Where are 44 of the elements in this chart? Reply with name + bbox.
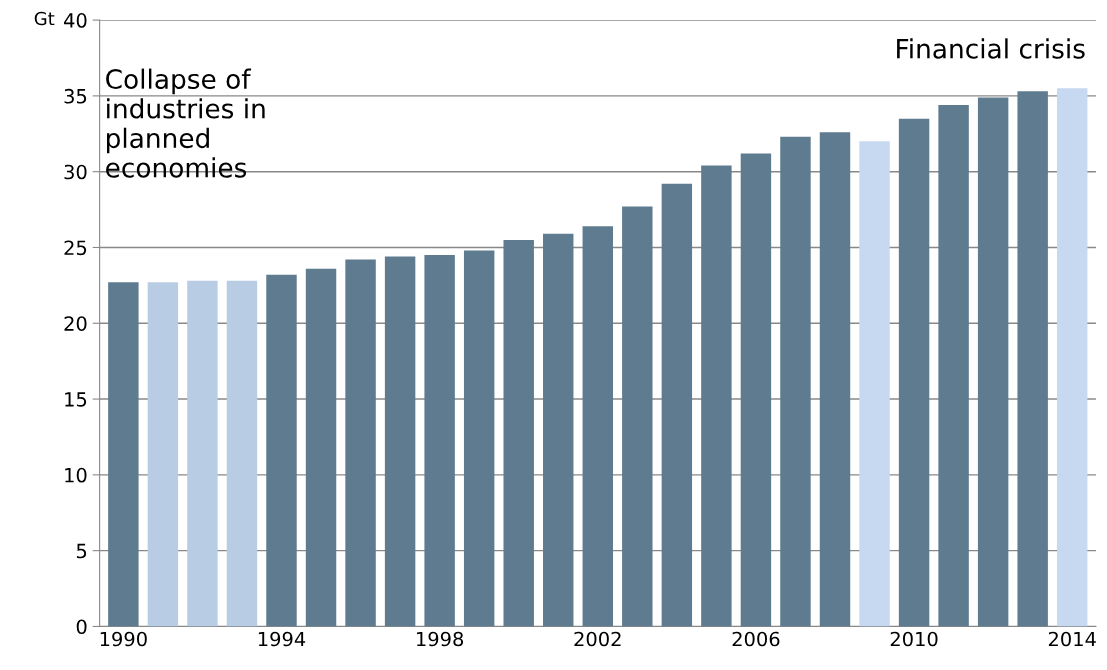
y-tick-label: 35 — [64, 88, 87, 104]
bar — [424, 255, 455, 627]
bar — [661, 183, 693, 627]
bar — [819, 132, 851, 627]
annotation: Financial crisis — [897, 38, 1085, 59]
bar — [463, 250, 495, 627]
bar — [938, 104, 969, 627]
bar — [701, 165, 732, 627]
bar — [898, 118, 930, 627]
bar — [582, 226, 613, 627]
y-tick-label: 30 — [64, 164, 87, 180]
bar — [147, 282, 179, 627]
y-axis-title: Gt — [34, 11, 55, 26]
bar — [859, 141, 890, 627]
bar — [780, 136, 811, 627]
bar — [1056, 88, 1088, 627]
bar — [305, 268, 337, 627]
bar — [108, 282, 139, 627]
y-tick-label: 10 — [65, 467, 87, 483]
y-tick-label: 25 — [64, 240, 87, 256]
x-tick-label: 2014 — [1048, 631, 1096, 647]
bar — [187, 280, 218, 627]
x-tick-label: 1990 — [100, 631, 147, 647]
bar — [740, 153, 772, 627]
bar — [345, 259, 376, 627]
y-tick-label: 40 — [64, 13, 87, 28]
x-tick-label: 1998 — [417, 631, 464, 647]
x-tick-label: 2010 — [890, 631, 938, 647]
x-tick-label: 1994 — [258, 631, 306, 647]
y-tick-label: 20 — [64, 316, 87, 331]
bar — [543, 233, 574, 627]
bar — [1017, 91, 1048, 627]
y-tick-label: 0 — [76, 619, 87, 635]
y-tick-label: 5 — [76, 543, 87, 559]
bar — [266, 274, 297, 627]
y-tick-label: 15 — [65, 392, 87, 407]
x-tick-label: 2006 — [732, 631, 780, 647]
x-tick-label: 2002 — [574, 631, 621, 647]
bar — [384, 256, 416, 627]
bar — [226, 280, 258, 627]
bar — [622, 206, 653, 627]
annotation: Collapse of industries in planned economies — [106, 68, 265, 178]
bar — [977, 97, 1009, 627]
bar — [503, 239, 534, 627]
